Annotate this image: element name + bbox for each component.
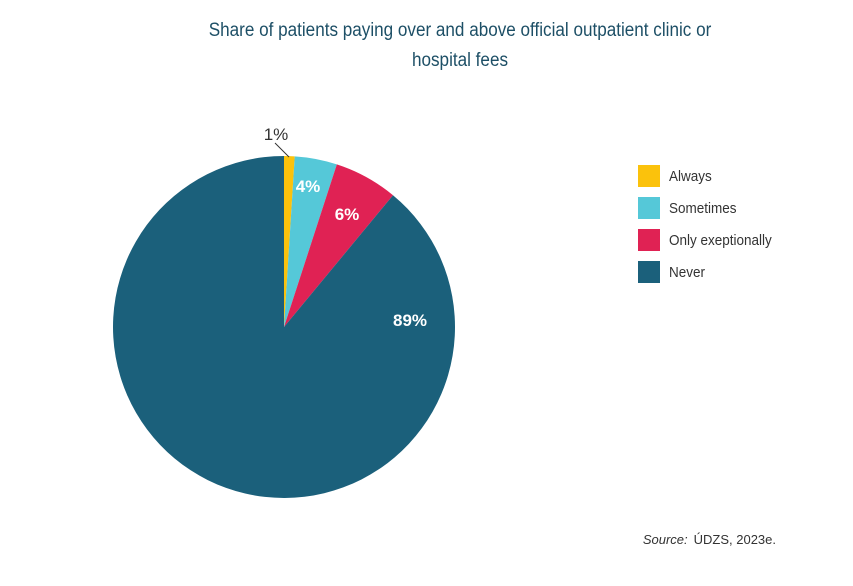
legend-item-always: Always bbox=[638, 160, 783, 192]
pie-slice-never bbox=[113, 155, 456, 498]
legend-label: Sometimes bbox=[669, 199, 737, 217]
source-label: Source: bbox=[642, 532, 688, 547]
legend-swatch bbox=[638, 229, 660, 251]
pie-slice-sometimes bbox=[284, 156, 337, 327]
legend-label: Never bbox=[669, 263, 706, 281]
legend-swatch bbox=[638, 165, 660, 187]
leader-line bbox=[274, 142, 290, 158]
legend-swatch bbox=[638, 261, 660, 283]
legend-label: Only exeptionally bbox=[669, 231, 772, 249]
legend-swatch bbox=[638, 197, 660, 219]
source-text: ÚDZS, 2023e. bbox=[693, 532, 776, 547]
data-label-only-exeptionally: 6% bbox=[335, 205, 360, 224]
legend-item-sometimes: Sometimes bbox=[638, 192, 783, 224]
legend: Always Sometimes Only exeptionally Never bbox=[638, 160, 783, 288]
data-label-never: 89% bbox=[393, 311, 427, 330]
legend-item-only-exceptionally: Only exeptionally bbox=[638, 224, 783, 256]
pie-slice-always bbox=[284, 156, 295, 327]
pie-slice-only-exeptionally bbox=[284, 164, 393, 327]
legend-label: Always bbox=[669, 167, 712, 185]
chart-title: Share of patients paying over and above … bbox=[208, 20, 712, 71]
legend-item-never: Never bbox=[638, 256, 783, 288]
data-label-sometimes: 4% bbox=[296, 177, 321, 196]
source-note: Source: ÚDZS, 2023e. bbox=[643, 532, 776, 547]
data-label-always: 1% bbox=[264, 125, 289, 144]
